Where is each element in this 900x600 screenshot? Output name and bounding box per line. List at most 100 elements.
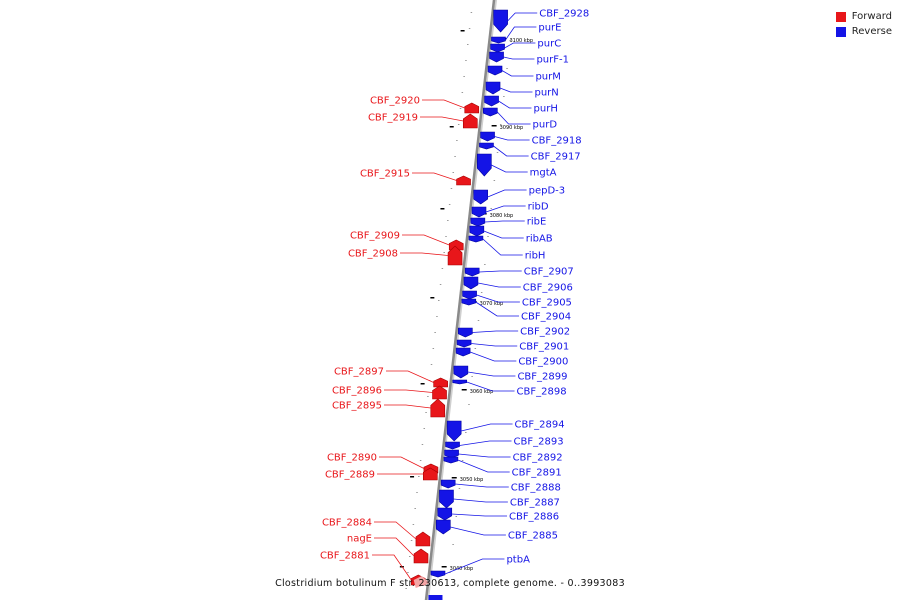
- reverse-gene-glyph: [471, 206, 487, 218]
- backbone-dot: [410, 540, 413, 541]
- reverse-gene-label: purM: [535, 72, 560, 83]
- backbone-dot: [414, 508, 416, 509]
- reverse-gene-leader: [505, 26, 537, 41]
- reverse-swatch: [835, 26, 846, 37]
- reverse-gene-glyph: [440, 479, 456, 489]
- reverse-gene-leader: [475, 301, 520, 317]
- reverse-gene-leader: [487, 189, 527, 198]
- forward-gene-label: CBF_2896: [332, 386, 382, 397]
- forward-gene-label: CBF_2884: [322, 518, 372, 529]
- reverse-gene-label: CBF_2905: [522, 298, 572, 309]
- reverse-gene-glyph: [463, 276, 479, 290]
- backbone-dot: [467, 44, 469, 45]
- backbone-dot: [503, 96, 505, 97]
- tick-mark: [449, 126, 454, 128]
- backbone-dot: [456, 140, 458, 141]
- backbone-dot: [439, 284, 442, 285]
- reverse-gene-leader: [479, 270, 522, 273]
- backbone-dot: [418, 476, 420, 477]
- reverse-gene-label: CBF_2902: [520, 327, 570, 338]
- tick-mark: [491, 125, 497, 127]
- forward-gene-label: CBF_2908: [348, 249, 398, 260]
- reverse-gene-label: pepD-3: [529, 186, 566, 197]
- forward-gene-glyph: [433, 377, 448, 388]
- reverse-gene-label: CBF_2888: [511, 483, 561, 494]
- forward-gene-glyph: [413, 576, 430, 588]
- forward-gene-leader: [379, 456, 425, 469]
- backbone-dot: [447, 220, 449, 221]
- reverse-gene-label: ptbA: [506, 555, 530, 566]
- reverse-gene-label: CBF_2894: [515, 420, 565, 431]
- tick-label: 3070 kbp: [480, 301, 504, 307]
- reverse-gene-leader: [461, 423, 513, 432]
- backbone-dot: [463, 76, 465, 77]
- forward-gene-leader: [372, 554, 412, 581]
- backbone-dot: [419, 460, 422, 461]
- tick-label: 3090 kbp: [500, 125, 524, 131]
- genome-backbone: [424, 0, 496, 600]
- backbone-dot: [509, 40, 511, 41]
- reverse-gene-glyph: [453, 365, 469, 379]
- reverse-gene-glyph: [462, 290, 477, 300]
- backbone-dot: [448, 204, 451, 205]
- backbone-dot: [480, 292, 483, 293]
- reverse-gene-glyph: [473, 189, 488, 205]
- reverse-gene-glyph: [487, 65, 503, 76]
- backbone-dot: [421, 444, 424, 445]
- reverse-gene-label: ribD: [528, 202, 549, 213]
- backbone-dot: [450, 188, 453, 189]
- reverse-gene-label: ribE: [527, 217, 547, 228]
- reverse-gene-label: CBF_2906: [523, 283, 573, 294]
- tick-mark: [461, 389, 467, 391]
- backbone-dot: [443, 252, 445, 253]
- reverse-gene-leader: [469, 351, 517, 362]
- reverse-gene-label: CBF_2892: [513, 453, 563, 464]
- reverse-gene-glyph: [452, 379, 468, 385]
- forward-gene-leader: [374, 521, 417, 540]
- reverse-gene-label: CBF_2928: [539, 9, 589, 20]
- reverse-gene-leader: [482, 238, 523, 256]
- reverse-gene-label: CBF_2885: [508, 531, 558, 542]
- forward-gene-glyph: [432, 385, 447, 400]
- backbone-dot: [459, 108, 462, 109]
- reverse-gene-glyph: [490, 43, 505, 53]
- forward-gene-label: nagE: [347, 534, 372, 545]
- reverse-gene-label: CBF_2901: [519, 342, 569, 353]
- reverse-gene-glyph: [493, 9, 508, 33]
- reverse-gene-leader: [476, 294, 520, 303]
- reverse-gene-leader: [497, 111, 531, 125]
- backbone-dot: [455, 516, 458, 517]
- reverse-gene-leader: [483, 230, 524, 239]
- backbone-dot: [425, 412, 427, 413]
- reverse-gene-label: CBF_2918: [532, 136, 582, 147]
- tick-mark: [440, 208, 445, 210]
- forward-gene-label: CBF_2890: [327, 453, 377, 464]
- tick-label: 3060 kbp: [470, 389, 494, 395]
- backbone-dot: [441, 268, 444, 269]
- forward-gene-glyph: [413, 548, 429, 564]
- reverse-gene-leader: [501, 70, 534, 77]
- forward-gene-label: CBF_2895: [332, 401, 382, 412]
- reverse-gene-leader: [485, 205, 526, 213]
- forward-gene-leader: [422, 99, 465, 109]
- backbone-dot: [499, 124, 502, 125]
- backbone-dot: [465, 432, 467, 433]
- reverse-gene-leader: [493, 145, 529, 157]
- reverse-gene-glyph: [428, 595, 443, 600]
- reverse-gene-leader: [472, 330, 519, 333]
- reverse-gene-leader: [507, 12, 538, 22]
- legend-forward-label: Forward: [851, 11, 892, 22]
- reverse-gene-label: CBF_2893: [514, 437, 564, 448]
- legend-reverse: Reverse: [835, 24, 892, 39]
- backbone-dot: [452, 172, 455, 173]
- forward-gene-leader: [384, 389, 433, 393]
- reverse-gene-label: purC: [537, 39, 561, 50]
- forward-gene-leader: [384, 404, 431, 409]
- reverse-gene-glyph: [461, 298, 477, 306]
- tick-mark: [420, 383, 425, 385]
- reverse-gene-glyph: [477, 153, 492, 177]
- tick-label: 3080 kbp: [490, 213, 514, 219]
- forward-swatch: [835, 11, 846, 22]
- backbone-dot: [434, 332, 436, 333]
- reverse-gene-label: purN: [534, 88, 558, 99]
